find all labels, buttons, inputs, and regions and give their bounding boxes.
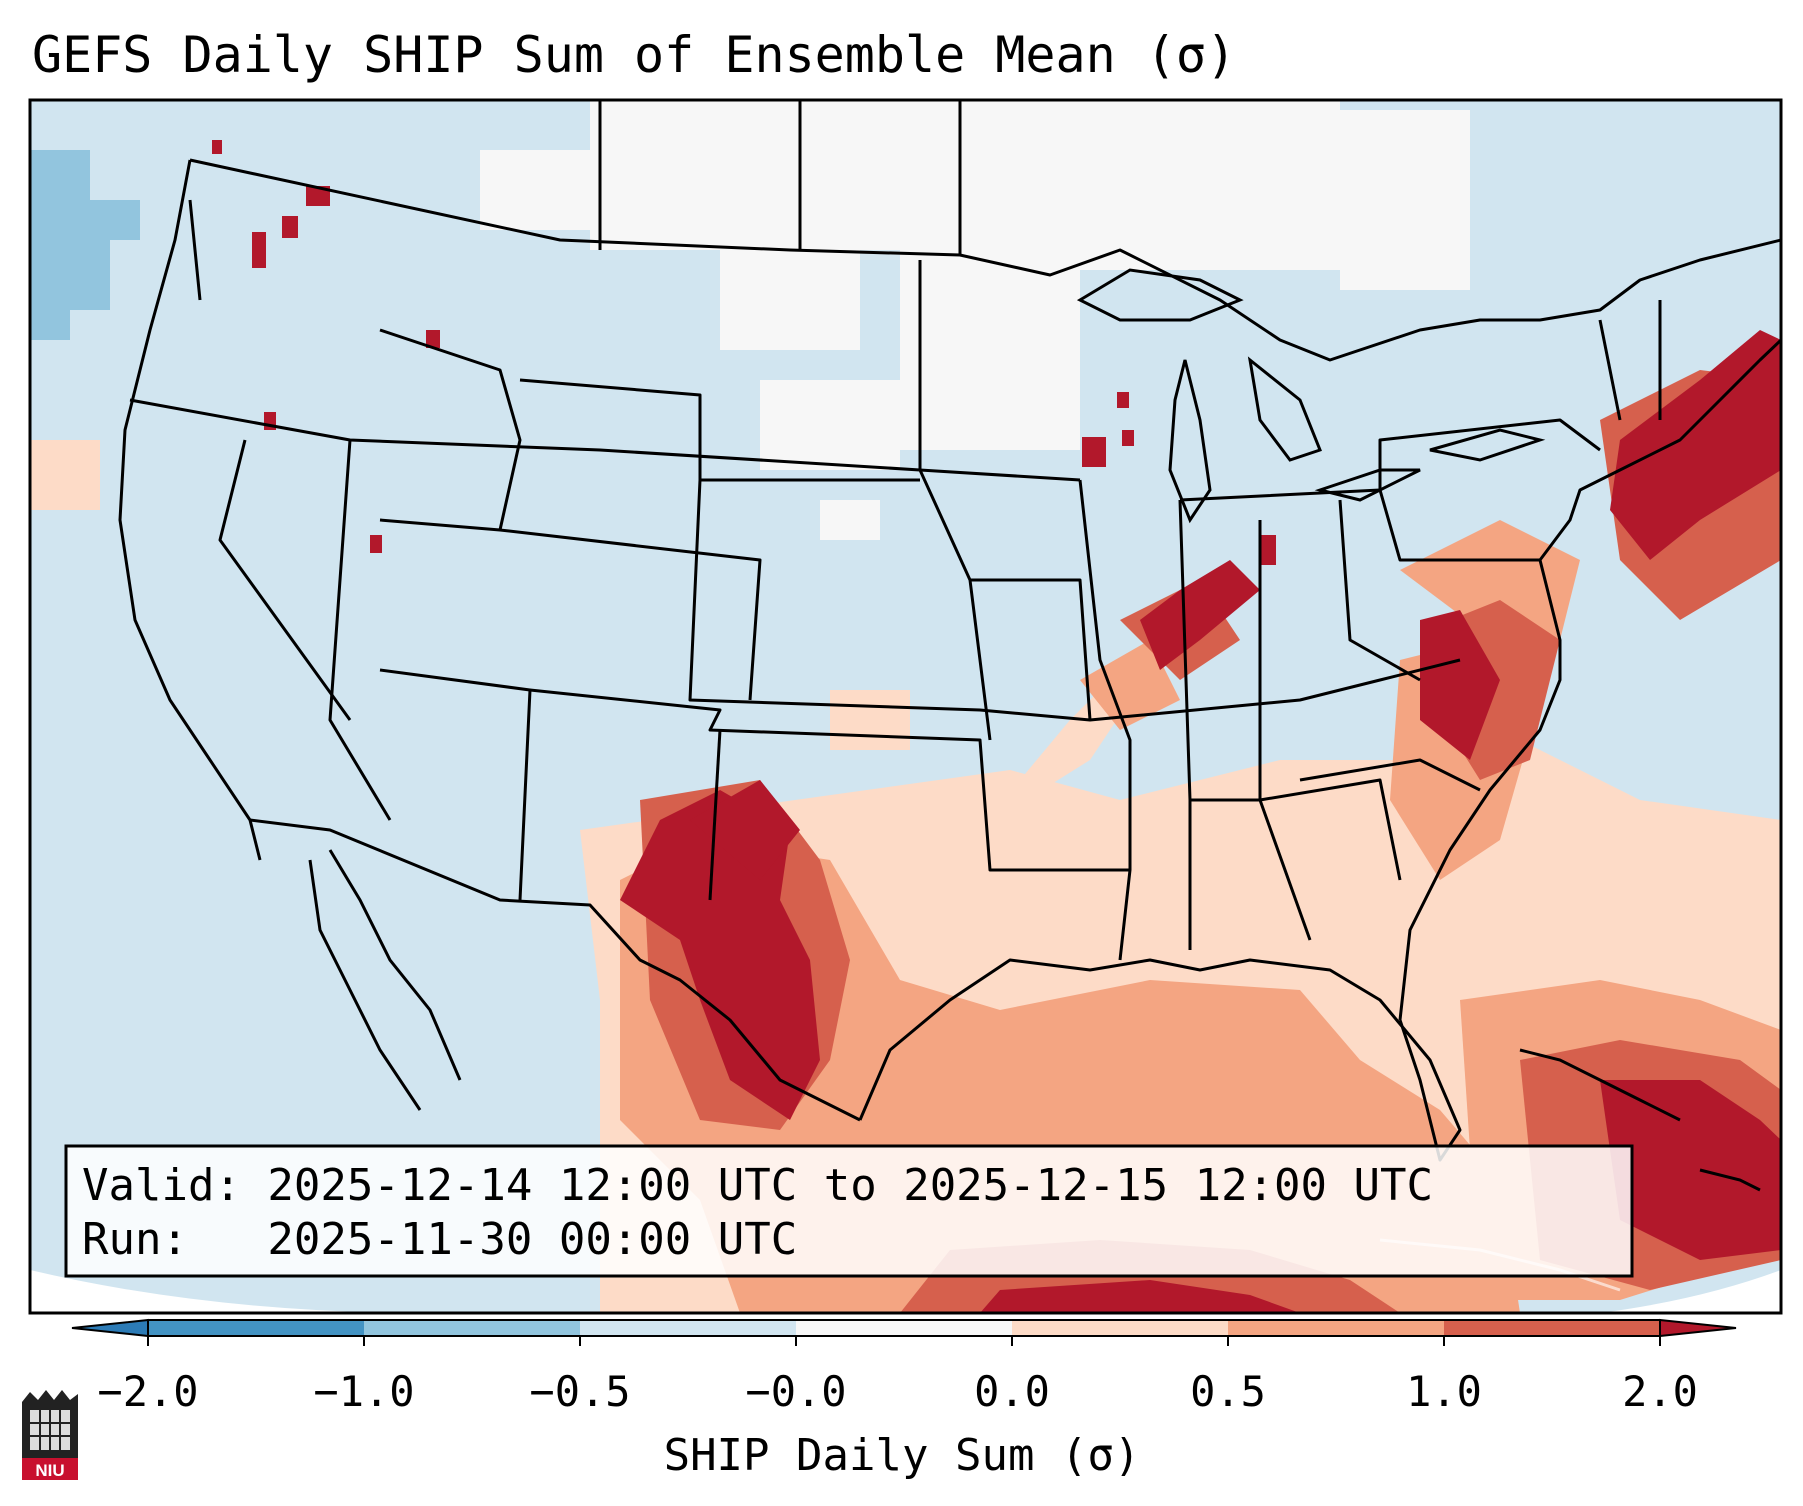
colorbar-segment xyxy=(148,1320,364,1336)
colorbar-segment xyxy=(1444,1320,1660,1336)
projection-edge xyxy=(30,1270,400,1313)
colorbar-tick-label: −0.0 xyxy=(745,1367,846,1416)
near-zero-region xyxy=(480,100,1470,540)
colorbar-tick-marks xyxy=(147,1336,1661,1346)
colorbar-tick-label: −0.5 xyxy=(529,1367,630,1416)
colorbar-tick-label: 0.5 xyxy=(1190,1367,1266,1416)
colorbar-outline xyxy=(147,1319,1661,1337)
map-panel xyxy=(30,100,1781,1313)
colorbar-over-arrow xyxy=(1659,1318,1737,1338)
colorbar-tick-label: 0.0 xyxy=(974,1367,1050,1416)
colorbar-segment xyxy=(580,1320,796,1336)
colorbar-segment xyxy=(1012,1320,1228,1336)
colorbar-tick-label: 1.0 xyxy=(1406,1367,1482,1416)
run-time-text: Run: 2025-11-30 00:00 UTC xyxy=(82,1214,797,1265)
colorbar-tick-label: 2.0 xyxy=(1622,1367,1698,1416)
info-box: Valid: 2025-12-14 12:00 UTC to 2025-12-1… xyxy=(64,1144,1634,1278)
projection-edge-right xyxy=(1600,1270,1781,1313)
niu-logo: NIU xyxy=(22,1390,78,1480)
niu-logo-text: NIU xyxy=(35,1461,64,1480)
strongest-positive-region xyxy=(212,140,1781,1313)
colorbar-tick-label: −1.0 xyxy=(313,1367,414,1416)
colorbar-label: SHIP Daily Sum (σ) xyxy=(664,1430,1141,1481)
colorbar-segment xyxy=(796,1320,1012,1336)
great-lakes xyxy=(1076,268,1546,524)
negative-region xyxy=(30,150,140,340)
colorbar-segment xyxy=(364,1320,580,1336)
colorbar: −2.0 −1.0 −0.5 −0.0 0.0 0.5 1.0 2.0 SHIP… xyxy=(71,1318,1737,1481)
map-title: GEFS Daily SHIP Sum of Ensemble Mean (σ) xyxy=(32,26,1236,84)
baja-peninsula xyxy=(308,849,462,1111)
valid-time-text: Valid: 2025-12-14 12:00 UTC to 2025-12-1… xyxy=(82,1160,1433,1211)
colorbar-tick-label: −2.0 xyxy=(97,1367,198,1416)
colorbar-under-arrow xyxy=(71,1318,149,1338)
colorbar-segment xyxy=(1228,1320,1444,1336)
state-boundaries xyxy=(118,100,1781,1162)
map-frame xyxy=(28,98,1783,1315)
